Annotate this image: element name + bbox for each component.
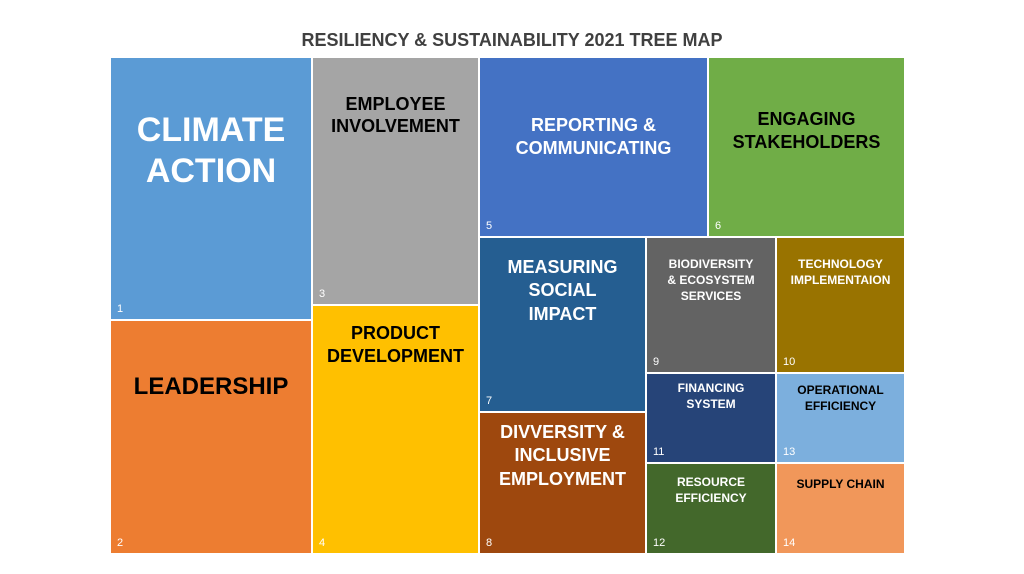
tile-number: 3 [319,288,326,300]
tile-14: SUPPLY CHAIN 14 [776,463,905,554]
tile-label: LEADERSHIP [133,373,289,400]
tile-9: BIODIVERSITY & ECOSYSTEM SERVICES 9 [646,237,776,373]
tile-5: REPORTING & COMMUNICATING 5 [479,57,708,237]
tile-label: DIVVERSITY & INCLUSIVE EMPLOYMENT [498,422,626,489]
tile-10: TECHNOLOGY IMPLEMENTAION 10 [776,237,905,373]
tile-label: BIODIVERSITY & ECOSYSTEM SERVICES [667,257,755,304]
tile-label: EMPLOYEE INVOLVEMENT [331,94,460,136]
tile-number: 2 [117,537,124,549]
tile-label: FINANCING SYSTEM [677,381,745,412]
tile-number: 7 [486,395,493,407]
tile-number: 1 [117,303,124,315]
tile-number: 4 [319,537,326,549]
tile-2: LEADERSHIP 2 [110,320,312,554]
tile-label: CLIMATE ACTION [136,111,286,190]
tile-number: 8 [486,537,493,549]
tile-6: ENGAGING STAKEHOLDERS 6 [708,57,905,237]
chart-title: RESILIENCY & SUSTAINABILITY 2021 TREE MA… [301,30,723,50]
tile-8: DIVVERSITY & INCLUSIVE EMPLOYMENT 8 [479,412,646,554]
tile-1: CLIMATE ACTION 1 [110,57,312,320]
tile-number: 13 [783,446,796,458]
tile-12: RESOURCE EFFICIENCY 12 [646,463,776,554]
tile-number: 5 [486,220,493,232]
tile-label: OPERATIONAL EFFICIENCY [797,383,884,414]
tile-label: REPORTING & COMMUNICATING [515,115,672,159]
tile-number: 9 [653,356,660,368]
tile-number: 14 [783,537,796,549]
tile-number: 6 [715,220,722,232]
tile-11: FINANCING SYSTEM 11 [646,373,776,463]
tile-4: PRODUCT DEVELOPMENT 4 [312,305,479,554]
tile-number: 11 [653,446,665,458]
tile-3: EMPLOYEE INVOLVEMENT 3 [312,57,479,305]
tile-number: 12 [653,537,666,549]
tile-label: PRODUCT DEVELOPMENT [326,323,464,367]
tile-number: 10 [783,356,796,368]
tile-label: MEASURING SOCIAL IMPACT [507,257,618,324]
tile-label: ENGAGING STAKEHOLDERS [732,109,881,153]
tile-7: MEASURING SOCIAL IMPACT 7 [479,237,646,412]
tile-label: RESOURCE EFFICIENCY [675,475,747,506]
tile-13: OPERATIONAL EFFICIENCY 13 [776,373,905,463]
tile-label: TECHNOLOGY IMPLEMENTAION [790,257,891,288]
tile-label: SUPPLY CHAIN [796,477,885,491]
